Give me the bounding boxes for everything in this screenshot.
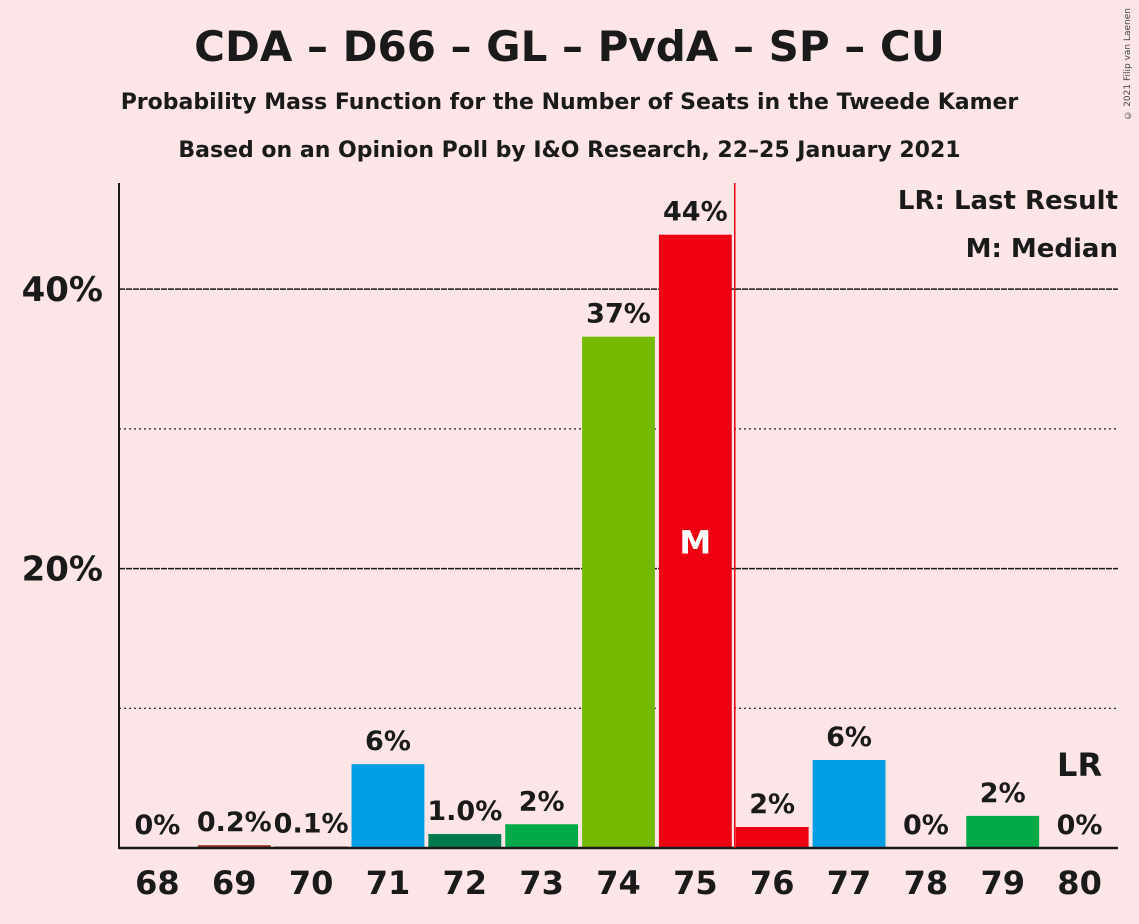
y-tick-label: 20% xyxy=(22,550,103,590)
data-label: 0% xyxy=(903,810,949,841)
chart-subtitle: Probability Mass Function for the Number… xyxy=(120,90,1019,115)
bar-seat-79 xyxy=(966,815,1040,848)
data-label: 1.0% xyxy=(427,796,502,827)
x-tick-label: 77 xyxy=(827,864,872,902)
data-label: 44% xyxy=(663,197,728,228)
x-tick-label: 72 xyxy=(443,864,488,902)
bar-seat-76 xyxy=(735,827,809,848)
data-label: 0.2% xyxy=(197,807,272,838)
data-label: 6% xyxy=(826,722,872,753)
data-label: 6% xyxy=(365,726,411,757)
x-axis-labels: 68 69 70 71 72 73 74 75 76 77 78 79 80 xyxy=(135,864,1102,902)
x-tick-label: 74 xyxy=(596,864,641,902)
x-tick-label: 73 xyxy=(519,864,564,902)
x-tick-label: 78 xyxy=(904,864,949,902)
bar-seat-75 xyxy=(658,234,732,849)
x-tick-label: 68 xyxy=(135,864,180,902)
x-tick-label: 80 xyxy=(1057,864,1102,902)
data-labels: 0% 0.2% 0.1% 6% 1.0% 2% 37% 44% 2% 6% 0% 2% 0% xyxy=(135,197,1103,841)
x-tick-label: 79 xyxy=(980,864,1025,902)
data-label: 0% xyxy=(1057,810,1103,841)
bars xyxy=(197,234,1040,849)
legend-median: M: Median xyxy=(966,234,1118,264)
last-result-marker: LR xyxy=(1057,746,1102,784)
bar-seat-71 xyxy=(351,764,425,848)
data-label: 0.1% xyxy=(274,809,349,840)
y-tick-label: 40% xyxy=(22,270,103,310)
x-tick-label: 70 xyxy=(289,864,334,902)
legend-last-result: LR: Last Result xyxy=(898,186,1118,216)
x-tick-label: 69 xyxy=(212,864,257,902)
x-tick-label: 71 xyxy=(366,864,411,902)
bar-seat-69 xyxy=(197,845,271,848)
y-axis-labels: 20% 40% xyxy=(22,270,103,589)
median-marker: M xyxy=(679,523,711,561)
bar-seat-73 xyxy=(505,824,579,848)
bar-seat-72 xyxy=(428,834,502,848)
data-label: 0% xyxy=(135,810,181,841)
bar-seat-77 xyxy=(812,759,886,848)
chart-title: CDA – D66 – GL – PvdA – SP – CU xyxy=(194,22,945,71)
data-label: 2% xyxy=(519,786,565,817)
bar-seat-74 xyxy=(582,336,655,848)
data-label: 2% xyxy=(749,789,795,820)
x-tick-label: 76 xyxy=(750,864,795,902)
chart-source-line: Based on an Opinion Poll by I&O Research… xyxy=(178,138,961,163)
data-label: 37% xyxy=(586,299,651,330)
data-label: 2% xyxy=(980,778,1026,809)
x-tick-label: 75 xyxy=(673,864,718,902)
